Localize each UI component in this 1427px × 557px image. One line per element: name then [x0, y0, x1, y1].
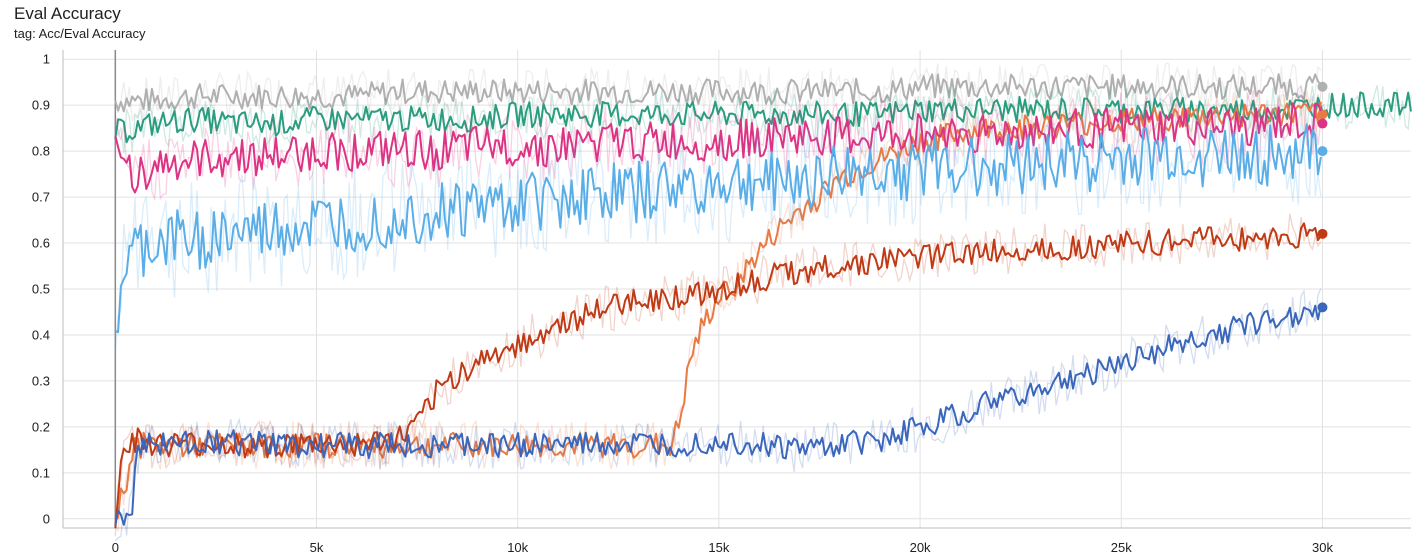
x-tick-label: 25k	[1111, 540, 1132, 555]
series-raw-line	[114, 91, 1322, 532]
x-tick-label: 10k	[507, 540, 528, 555]
series-endpoint	[1317, 146, 1328, 157]
series-line	[114, 91, 1412, 144]
series-line	[114, 102, 1322, 194]
series-raw-line	[114, 62, 1322, 123]
series-raw-line	[114, 288, 1322, 542]
series-line	[114, 123, 1322, 334]
y-tick-label: 0.2	[32, 419, 50, 434]
y-tick-label: 0.3	[32, 373, 50, 388]
y-tick-label: 1	[43, 52, 50, 67]
y-tick-label: 0.1	[32, 465, 50, 480]
series-line	[114, 222, 1322, 529]
y-tick-label: 0.5	[32, 282, 50, 297]
y-tick-label: 0.7	[32, 190, 50, 205]
y-tick-label: 0.6	[32, 236, 50, 251]
y-tick-label: 0	[43, 511, 50, 526]
series-endpoint	[1317, 228, 1328, 239]
x-tick-label: 30k	[1312, 540, 1333, 555]
x-tick-label: 5k	[310, 540, 324, 555]
series-raw-line	[114, 213, 1322, 537]
series-endpoint	[1317, 109, 1328, 120]
series-endpoint	[1317, 118, 1328, 129]
series-line	[114, 304, 1322, 526]
series-line	[114, 101, 1322, 522]
y-tick-label: 0.4	[32, 327, 50, 342]
x-tick-label: 0	[112, 540, 119, 555]
x-tick-label: 15k	[708, 540, 729, 555]
x-tick-label: 20k	[910, 540, 931, 555]
series-raw-line	[114, 84, 1322, 201]
series-raw-line	[114, 95, 1322, 354]
y-tick-label: 0.8	[32, 144, 50, 159]
series-line	[114, 73, 1322, 113]
series-endpoint	[1317, 81, 1328, 92]
chart-title: Eval Accuracy	[14, 4, 121, 23]
chart-tag: tag: Acc/Eval Accuracy	[14, 26, 146, 41]
y-tick-label: 0.9	[32, 98, 50, 113]
series-endpoint	[1317, 302, 1328, 313]
